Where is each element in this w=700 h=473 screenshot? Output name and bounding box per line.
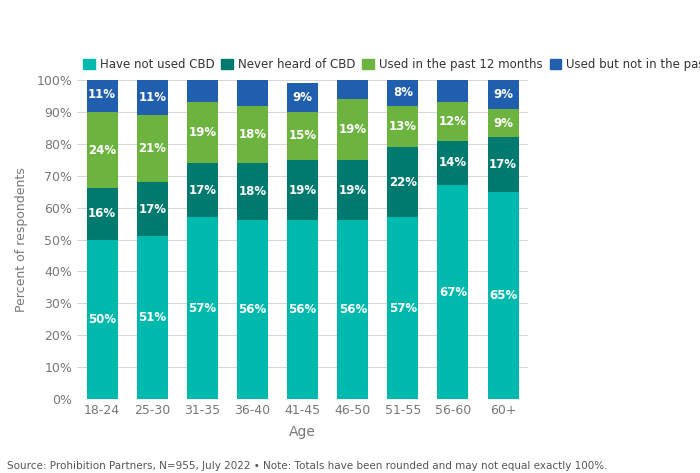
Bar: [87, 189, 118, 239]
Bar: [237, 220, 268, 399]
Legend: Have not used CBD, Never heard of CBD, Used in the past 12 months, Used but not : Have not used CBD, Never heard of CBD, U…: [83, 58, 700, 71]
Bar: [136, 236, 168, 399]
Text: 19%: 19%: [188, 126, 216, 139]
Bar: [337, 160, 368, 220]
Bar: [87, 239, 118, 399]
Bar: [487, 80, 519, 109]
Text: 8%: 8%: [393, 87, 413, 99]
Bar: [337, 220, 368, 399]
Text: 65%: 65%: [489, 289, 517, 302]
Text: 9%: 9%: [493, 88, 513, 101]
Text: Source: Prohibition Partners, N=955, July 2022 • Note: Totals have been rounded : Source: Prohibition Partners, N=955, Jul…: [7, 461, 608, 471]
Text: 57%: 57%: [389, 301, 417, 315]
Text: 21%: 21%: [138, 142, 166, 155]
Bar: [387, 80, 419, 105]
Bar: [87, 112, 118, 189]
Text: 56%: 56%: [238, 303, 267, 316]
Text: 18%: 18%: [239, 128, 267, 141]
Bar: [237, 80, 268, 105]
Text: 16%: 16%: [88, 208, 116, 220]
Y-axis label: Percent of respondents: Percent of respondents: [15, 167, 28, 312]
Bar: [487, 192, 519, 399]
Text: 17%: 17%: [489, 158, 517, 171]
Text: 11%: 11%: [88, 88, 116, 101]
Bar: [387, 217, 419, 399]
Text: 24%: 24%: [88, 144, 116, 157]
Text: 67%: 67%: [439, 286, 467, 298]
Text: 51%: 51%: [138, 311, 167, 324]
Text: 13%: 13%: [389, 120, 416, 133]
Text: 17%: 17%: [138, 203, 166, 216]
Text: 19%: 19%: [288, 184, 316, 197]
X-axis label: Age: Age: [289, 425, 316, 439]
Text: 14%: 14%: [439, 157, 467, 169]
Bar: [287, 160, 318, 220]
Bar: [187, 80, 218, 103]
Bar: [237, 163, 268, 220]
Bar: [438, 103, 468, 140]
Bar: [438, 185, 468, 399]
Text: 11%: 11%: [138, 91, 166, 104]
Bar: [187, 163, 218, 217]
Text: 15%: 15%: [288, 130, 316, 142]
Bar: [136, 80, 168, 115]
Text: 19%: 19%: [339, 184, 367, 197]
Text: 56%: 56%: [288, 303, 316, 316]
Text: 18%: 18%: [239, 185, 267, 198]
Bar: [287, 83, 318, 112]
Text: 9%: 9%: [293, 91, 313, 104]
Bar: [287, 112, 318, 160]
Bar: [387, 147, 419, 217]
Bar: [87, 77, 118, 112]
Bar: [438, 80, 468, 103]
Text: 22%: 22%: [389, 175, 416, 189]
Bar: [387, 105, 419, 147]
Bar: [136, 182, 168, 236]
Text: 50%: 50%: [88, 313, 116, 326]
Text: 9%: 9%: [493, 117, 513, 130]
Bar: [287, 220, 318, 399]
Bar: [187, 217, 218, 399]
Bar: [136, 115, 168, 182]
Text: 56%: 56%: [339, 303, 367, 316]
Text: 19%: 19%: [339, 123, 367, 136]
Bar: [487, 138, 519, 192]
Bar: [337, 99, 368, 160]
Bar: [438, 140, 468, 185]
Bar: [237, 105, 268, 163]
Text: 12%: 12%: [439, 115, 467, 128]
Text: 17%: 17%: [188, 184, 216, 197]
Bar: [187, 103, 218, 163]
Text: 57%: 57%: [188, 301, 216, 315]
Bar: [487, 109, 519, 138]
Bar: [337, 80, 368, 99]
